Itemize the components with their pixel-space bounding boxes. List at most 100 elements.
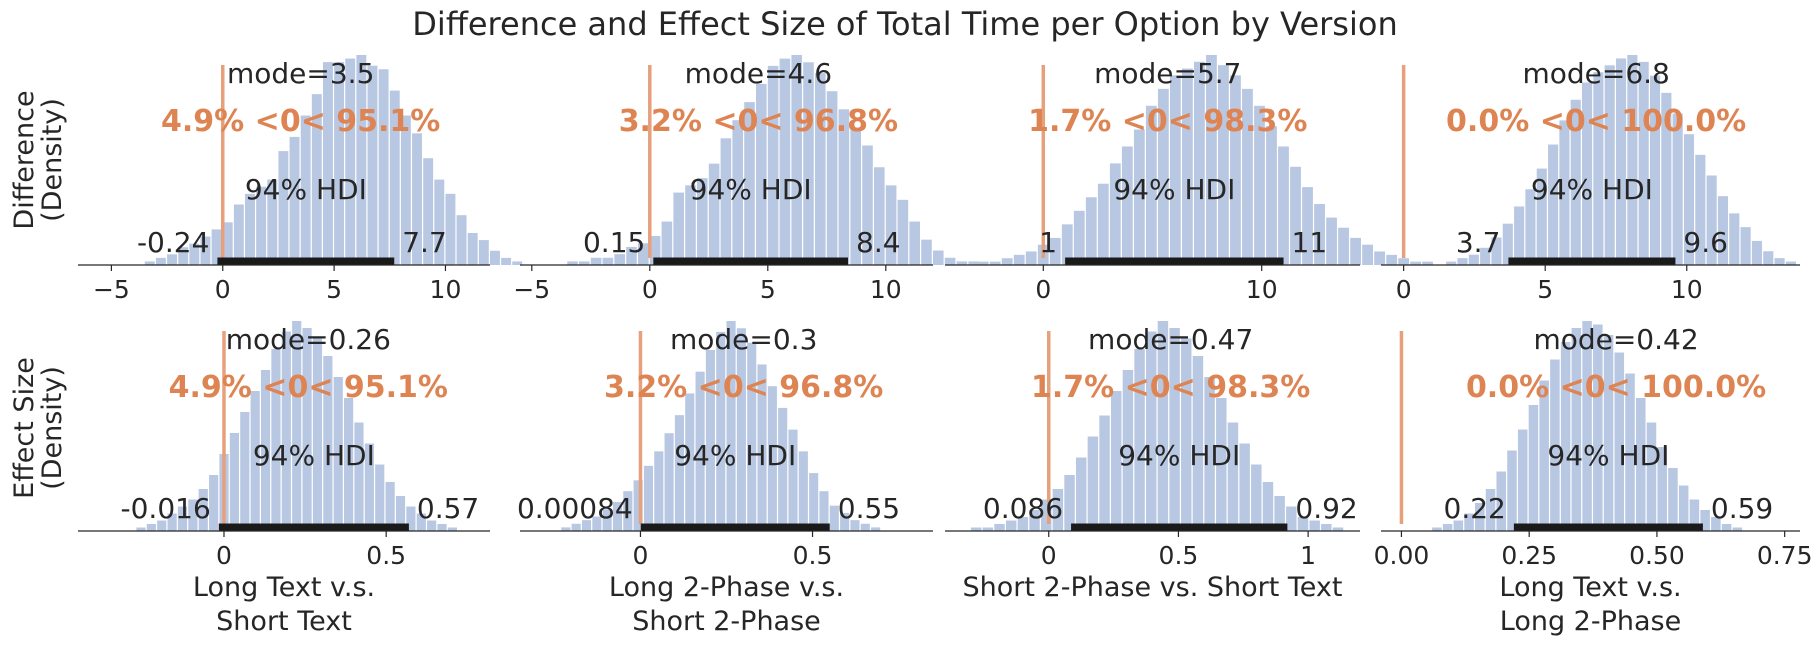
panel-effect-size-1-histogram-bar — [188, 499, 198, 531]
panel-difference-1-histogram-bar — [233, 204, 244, 265]
panel-effect-size-3-histogram-bar — [1297, 517, 1309, 531]
panel-effect-size-2-histogram-bar — [798, 451, 808, 531]
panel-difference-3-histogram-bar — [1422, 261, 1434, 265]
panel-difference-1-mode-label: mode=3.5 — [227, 57, 374, 90]
panel-effect-size-1-histogram-bar — [229, 433, 240, 531]
panel-difference-3-histogram-bar — [1013, 254, 1025, 265]
panel-effect-size-2-histogram-bar — [767, 386, 777, 531]
panel-difference-4-histogram-bar — [1706, 175, 1717, 265]
panel-difference-1-histogram-bar — [322, 62, 333, 265]
row-label-effect-size: Effect Size — [9, 357, 40, 499]
panel-difference-2-histogram-bar — [567, 261, 578, 265]
panel-effect-size-2-histogram-bar — [643, 465, 654, 531]
panel-effect-size-2-histogram-bar — [623, 491, 633, 531]
panel-difference-2-histogram-bar — [649, 236, 661, 265]
panel-effect-size-1-histogram-bar — [250, 391, 260, 531]
panel-difference-2-histogram-bar — [661, 221, 673, 265]
panel-difference-2-hdi-high-label: 8.4 — [856, 226, 901, 259]
panel-difference-4-histogram-bar — [1785, 261, 1796, 265]
panel-difference-1-histogram-bar — [478, 240, 489, 265]
panel-effect-size-2-mode-label: mode=0.3 — [670, 323, 817, 356]
panel-difference-1-histogram-bar — [389, 90, 400, 265]
panel-effect-size-3-histogram-bar — [1262, 482, 1274, 531]
panel-effect-size-2-hdi-high-label: 0.55 — [838, 492, 900, 525]
panel-difference-4-histogram-bar — [1627, 55, 1638, 265]
panel-difference-4-x-tick-label: 10 — [1671, 275, 1703, 304]
panel-effect-size-3-histogram-bar — [982, 527, 994, 531]
panel-difference-3-histogram-bar — [1218, 65, 1229, 266]
panel-difference-2-histogram-bar — [638, 243, 649, 265]
panel-difference-2-histogram-bar — [590, 257, 602, 265]
panel-effect-size-4-x-tick-label: 0.75 — [1757, 541, 1811, 570]
panel-difference-2-histogram-bar — [933, 250, 944, 265]
panel-difference-3-histogram-bar — [1109, 163, 1121, 265]
panel-difference-1-histogram-bar — [311, 94, 322, 265]
panel-difference-4-hdi-low-label: 3.7 — [1456, 226, 1501, 259]
panel-effect-size-3-histogram-bar — [970, 527, 982, 531]
panel-difference-3-hdi-high-label: 11 — [1292, 226, 1328, 259]
panel-effect-size-4-histogram-bar — [1668, 468, 1678, 531]
panel-effect-size-1-histogram-bar — [385, 482, 395, 531]
panel-effect-size-4-histogram-bar — [1432, 527, 1442, 531]
panel-difference-3-histogram-bar — [1278, 146, 1289, 265]
figure-title: Difference and Effect Size of Total Time… — [412, 5, 1397, 43]
panel-difference-2-x-tick-label: −5 — [513, 275, 550, 304]
panel-effect-size-2-histogram-bar — [726, 321, 736, 531]
panel-effect-size-2-histogram-bar — [602, 509, 612, 531]
panel-difference-1-hdi-label: 94% HDI — [245, 173, 367, 206]
panel-effect-size-1-histogram-bar — [354, 422, 364, 531]
panel-effect-size-1-histogram-bar — [344, 398, 354, 531]
panel-difference-3-histogram-bar — [1326, 217, 1337, 265]
panel-difference-2-x-tick-label: 10 — [870, 275, 902, 304]
panel-effect-size-4-hdi-low-label: 0.22 — [1444, 492, 1506, 525]
panel-difference-3-histogram-bar — [1085, 197, 1097, 265]
panel-effect-size-1-histogram-bar — [271, 349, 281, 531]
panel-difference-2-probability-label: 3.2% <0< 96.8% — [619, 104, 898, 139]
panel-effect-size-1-x-tick-label: 0 — [216, 541, 232, 570]
panel-effect-size-2-histogram-bar — [860, 523, 870, 531]
panel-difference-3-histogram-bar — [1290, 166, 1301, 265]
panel-difference-3-histogram-bar — [1242, 88, 1253, 265]
panel-difference-2-histogram-bar — [744, 102, 755, 265]
panel-difference-4-histogram-bar — [1729, 213, 1740, 265]
panel-effect-size-2-histogram-bar — [695, 371, 705, 531]
panel-difference-4-histogram-bar — [1514, 206, 1525, 265]
panel-difference-1-histogram-bar — [167, 254, 178, 265]
panel-effect-size-4-histogram-bar — [1603, 335, 1614, 531]
panel-difference-2-hdi-low-label: 0.15 — [583, 226, 645, 259]
panel-effect-size-1-histogram-bar — [406, 506, 416, 531]
panel-difference-4-histogram-bar — [1717, 196, 1729, 265]
row-label-difference: Difference — [9, 90, 40, 229]
panel-difference-4-histogram-bar — [1615, 58, 1627, 265]
panel-difference-1-hdi-low-label: -0.24 — [137, 226, 209, 259]
panel-difference-1-hdi-high-label: 7.7 — [402, 226, 447, 259]
panel-difference-1-x-tick-label: 5 — [326, 275, 342, 304]
panel-effect-size-4-x-tick-label: 0.50 — [1629, 541, 1685, 570]
panel-effect-size-3-histogram-bar — [1216, 398, 1227, 531]
panel-difference-2-histogram-bar — [767, 65, 779, 266]
panel-effect-size-2-histogram-bar — [705, 349, 715, 531]
panel-effect-size-1-histogram-bar — [240, 412, 250, 531]
panel-difference-4-histogram-bar — [1548, 144, 1559, 265]
panel-difference-1-histogram-bar — [456, 215, 467, 265]
panel-difference-4-probability-label: 0.0% <0< 100.0% — [1446, 104, 1746, 139]
row-label-effect-size-sub: (Density) — [37, 366, 68, 490]
panel-effect-size-3-hdi-low-label: 0.086 — [983, 492, 1063, 525]
column-label-1-line2: Short Text — [216, 606, 352, 637]
panel-difference-2-histogram-bar — [697, 178, 708, 265]
panel-effect-size-2-hdi-label: 94% HDI — [674, 439, 796, 472]
panel-difference-4-histogram-bar — [1491, 237, 1502, 265]
panel-effect-size-1-histogram-bar — [167, 513, 177, 531]
panel-difference-1-histogram-bar — [155, 257, 166, 265]
panel-effect-size-1-histogram-bar — [333, 377, 343, 531]
panel-difference-2-histogram-bar — [944, 257, 956, 265]
panel-effect-size-4-histogram-bar — [1539, 380, 1549, 531]
panel-effect-size-2-histogram-bar — [685, 393, 695, 531]
panel-difference-4-histogram-bar — [1593, 72, 1604, 266]
panel-effect-size-2-histogram-bar — [757, 364, 767, 531]
panel-effect-size-4-histogram-bar — [1496, 471, 1507, 531]
panel-difference-4-x-tick-label: 0 — [1396, 275, 1412, 304]
panel-effect-size-1-histogram-bar — [177, 506, 188, 531]
panel-difference-4-histogram-bar — [1672, 113, 1683, 265]
panel-difference-1-histogram-bar — [445, 193, 456, 265]
